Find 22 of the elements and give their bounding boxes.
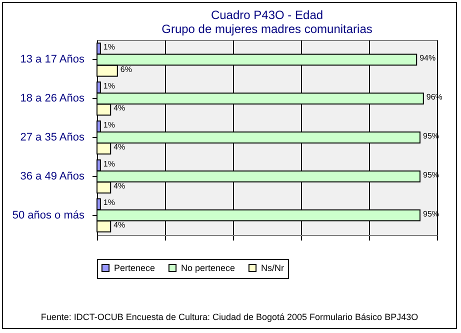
data-label: 4% bbox=[114, 142, 126, 152]
y-tick-label: 36 a 49 Años bbox=[20, 170, 85, 182]
data-label: 1% bbox=[103, 120, 115, 130]
legend-label: Pertenece bbox=[114, 262, 156, 273]
data-label: 6% bbox=[120, 64, 132, 74]
y-tick-label: 13 a 17 Años bbox=[20, 54, 85, 66]
legend-label: No pertenece bbox=[181, 262, 236, 273]
data-label: 4% bbox=[114, 220, 126, 230]
data-label: 1% bbox=[103, 81, 115, 90]
y-tick-label: 27 a 35 Años bbox=[20, 132, 85, 144]
data-label: 4% bbox=[114, 104, 126, 113]
data-label: 1% bbox=[103, 42, 115, 52]
source-note: Fuente: IDCT-OCUB Encuesta de Cultura: Ciudad de Bogotá 2005 Formulario Básico BPJ43O bbox=[40, 312, 420, 322]
data-label: 1% bbox=[103, 198, 115, 208]
y-tick-label: 50 años o más bbox=[12, 209, 85, 222]
data-label: 94% bbox=[420, 54, 436, 63]
data-label: 1% bbox=[103, 159, 115, 168]
chart-title: Cuadro P43O - Edad bbox=[210, 8, 324, 22]
y-tick-label: 18 a 26 Años bbox=[20, 92, 85, 105]
data-label: 4% bbox=[114, 182, 126, 191]
legend-label: Ns/Nr bbox=[261, 262, 284, 273]
chart-subtitle: Grupo de mujeres madres comunitarias bbox=[162, 22, 372, 36]
